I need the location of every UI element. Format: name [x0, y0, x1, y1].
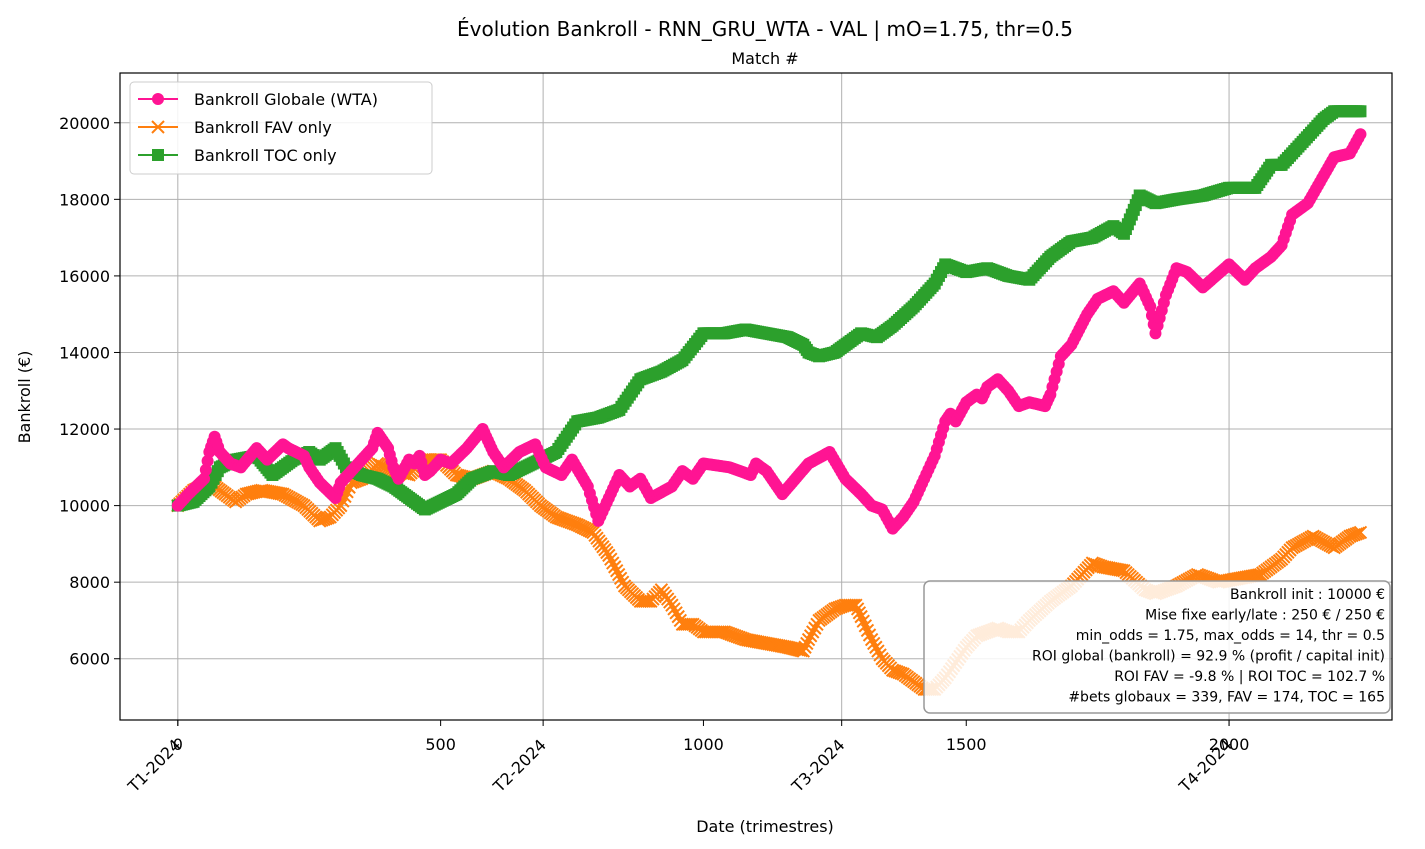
data-point: [606, 556, 620, 570]
x-axis-label: Date (trimestres): [696, 817, 834, 836]
info-line: min_odds = 1.75, max_odds = 14, thr = 0.…: [1076, 628, 1385, 644]
date-tick-label: T2-2024: [489, 735, 550, 796]
data-point: [849, 598, 863, 612]
data-point: [867, 636, 881, 651]
legend-label: Bankroll TOC only: [194, 146, 337, 165]
data-point: [806, 625, 820, 639]
data-point: [665, 598, 679, 612]
data-point: [869, 640, 883, 654]
info-line: ROI global (bankroll) = 92.9 % (profit /…: [1032, 649, 1385, 665]
data-point: [852, 606, 867, 620]
data-point: [1251, 568, 1266, 582]
data-point: [1144, 300, 1157, 313]
info-line: Bankroll init : 10000 €: [1230, 587, 1385, 603]
data-point: [1353, 525, 1368, 540]
y-tick-label: 12000: [59, 420, 110, 439]
data-point: [800, 636, 814, 651]
data-point: [637, 594, 652, 609]
legend-marker: [152, 149, 164, 161]
data-point: [1354, 128, 1367, 141]
y-tick-label: 14000: [59, 343, 110, 362]
y-tick-label: 6000: [69, 650, 110, 669]
info-line: #bets globaux = 339, FAV = 174, TOC = 16…: [1068, 690, 1385, 706]
series-layer: [171, 105, 1368, 697]
legend-label: Bankroll Globale (WTA): [194, 90, 378, 109]
data-point: [864, 632, 879, 647]
data-point: [803, 629, 818, 643]
y-axis-label: Bankroll (€): [15, 351, 34, 444]
data-point: [611, 567, 626, 582]
data-point: [669, 606, 683, 620]
y-tick-label: 18000: [59, 190, 110, 209]
legend: Bankroll Globale (WTA) Bankroll FAV only B…: [129, 81, 433, 175]
data-point: [604, 552, 618, 566]
data-point: [850, 602, 865, 616]
legend-label: Bankroll FAV only: [194, 118, 332, 137]
y-tick-label: 8000: [69, 573, 110, 592]
legend-marker: [151, 120, 165, 134]
data-point: [613, 571, 628, 586]
data-point: [798, 640, 812, 654]
y-tick-label: 16000: [59, 267, 110, 286]
data-point: [602, 548, 616, 563]
data-point: [198, 472, 211, 485]
data-point: [808, 621, 822, 635]
y-tick-label: 20000: [59, 114, 110, 133]
data-point: [796, 644, 811, 658]
data-point: [871, 644, 885, 658]
date-tick-label: T1-2024: [124, 735, 185, 796]
top-axis-label: Match #: [731, 49, 798, 68]
data-point: [801, 632, 816, 647]
chart-title: Évolution Bankroll - RNN_GRU_WTA - VAL |…: [457, 17, 1073, 41]
info-box-frame: [923, 580, 1391, 714]
series-markers: [171, 128, 1367, 535]
x-tick-label: 1500: [946, 735, 987, 754]
legend-box: [129, 81, 433, 175]
data-point: [608, 560, 622, 574]
data-point: [873, 648, 887, 662]
plot-frame: [119, 72, 1393, 721]
legend-marker: [152, 93, 164, 105]
x-tick-label: 500: [425, 735, 456, 754]
date-tick-label: T3-2024: [787, 735, 848, 796]
series-globale: [171, 128, 1367, 535]
data-point: [610, 563, 624, 578]
x-tick-label: 2000: [1209, 735, 1250, 754]
data-point: [199, 463, 212, 476]
data-point: [615, 575, 630, 589]
data-point: [1115, 563, 1129, 578]
info-line: ROI FAV = -9.8 % | ROI TOC = 102.7 %: [1114, 669, 1385, 685]
data-point: [667, 602, 681, 616]
data-point: [201, 454, 214, 467]
y-tick-label: 10000: [59, 497, 110, 516]
x-tick-label: 1000: [683, 735, 724, 754]
info-box: Bankroll init : 10000 € Mise fixe early/l…: [923, 580, 1391, 714]
x-tick-label: 0: [173, 735, 183, 754]
data-point: [842, 598, 857, 612]
date-tick-label: T4-2024: [1175, 735, 1236, 796]
data-point: [1354, 105, 1367, 118]
info-line: Mise fixe early/late : 250 € / 250 €: [1145, 608, 1385, 624]
